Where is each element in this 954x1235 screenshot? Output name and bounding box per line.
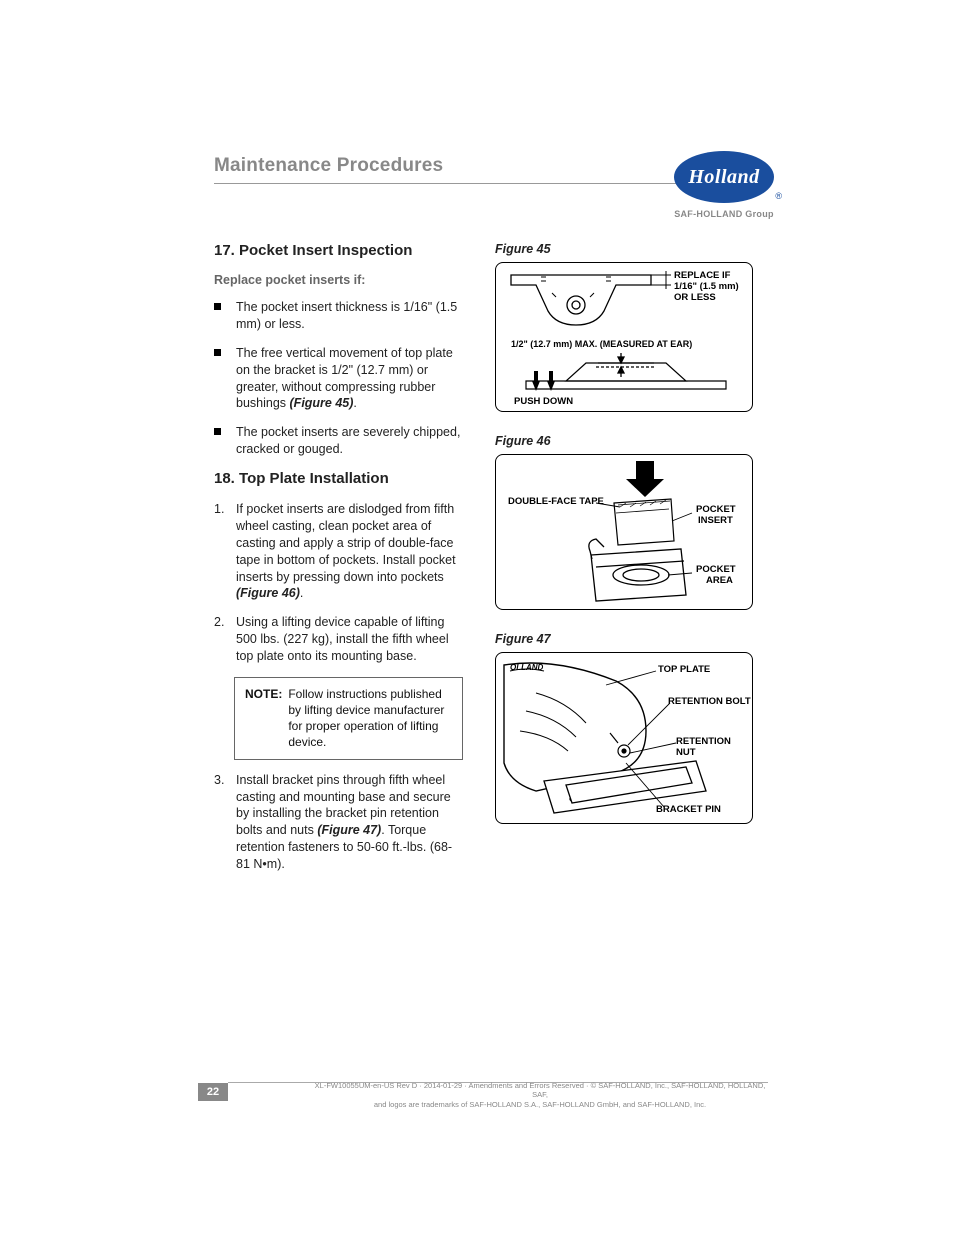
figure-45: REPLACE IF 1/16" (1.5 mm) OR LESS 1/2" (… bbox=[495, 262, 753, 412]
note-label: NOTE: bbox=[245, 686, 282, 751]
bullet-list: The pocket insert thickness is 1/16" (1.… bbox=[214, 299, 463, 458]
fig47-retnut: RETENTION NUT bbox=[676, 737, 752, 759]
page-number: 22 bbox=[198, 1083, 228, 1101]
footer-text: XL-FW10055UM-en-US Rev D · 2014-01-29 · … bbox=[310, 1081, 770, 1109]
step-item: Install bracket pins through fifth wheel… bbox=[214, 772, 463, 873]
left-column: 17. Pocket Insert Inspection Replace poc… bbox=[214, 242, 463, 885]
numbered-list-cont: Install bracket pins through fifth wheel… bbox=[214, 772, 463, 873]
body-columns: 17. Pocket Insert Inspection Replace poc… bbox=[214, 242, 769, 885]
fig47-topplate: TOP PLATE bbox=[658, 665, 710, 676]
fig46-tape: DOUBLE-FACE TAPE bbox=[508, 497, 604, 508]
logo-oval: Holland ® bbox=[674, 151, 774, 203]
fig47-brand: OLLAND bbox=[510, 663, 543, 672]
fig47-bracketpin: BRACKET PIN bbox=[656, 805, 721, 816]
section-17-title: 17. Pocket Insert Inspection bbox=[214, 242, 463, 259]
note-text: Follow instructions published by lifting… bbox=[288, 686, 452, 751]
header-title: Maintenance Procedures bbox=[214, 155, 443, 177]
registered-icon: ® bbox=[775, 191, 782, 201]
page-content: Maintenance Procedures Holland ® SAF-HOL… bbox=[214, 155, 769, 885]
fig46-insert-2: INSERT bbox=[698, 516, 733, 527]
fig46-area-2: AREA bbox=[706, 576, 733, 587]
logo-text: Holland bbox=[688, 166, 759, 189]
brand-logo: Holland ® SAF-HOLLAND Group bbox=[659, 151, 789, 219]
section-18-title: 18. Top Plate Installation bbox=[214, 470, 463, 487]
fig45-replace-3: OR LESS bbox=[674, 293, 716, 304]
fig45-push: PUSH DOWN bbox=[514, 397, 573, 408]
figure-46-label: Figure 46 bbox=[495, 434, 755, 448]
figure-46: DOUBLE-FACE TAPE POCKET INSERT POCKET AR… bbox=[495, 454, 753, 610]
bullet-item: The pocket inserts are severely chipped,… bbox=[214, 424, 463, 458]
step-item: Using a lifting device capable of liftin… bbox=[214, 614, 463, 665]
logo-subtitle: SAF-HOLLAND Group bbox=[659, 209, 789, 219]
step-item: If pocket inserts are dislodged from fif… bbox=[214, 501, 463, 602]
fig45-measure: 1/2" (12.7 mm) MAX. (MEASURED AT EAR) bbox=[511, 339, 692, 349]
figure-47: OLLAND TOP PLATE RETENTION BOLT RETENTIO… bbox=[495, 652, 753, 824]
fig47-retbolt: RETENTION BOLT bbox=[668, 697, 751, 708]
bullet-item: The free vertical movement of top plate … bbox=[214, 345, 463, 413]
right-column: Figure 45 bbox=[495, 242, 755, 885]
numbered-list: If pocket inserts are dislodged from fif… bbox=[214, 501, 463, 665]
intro-text: Replace pocket inserts if: bbox=[214, 273, 463, 287]
figure-47-label: Figure 47 bbox=[495, 632, 755, 646]
note-box: NOTE: Follow instructions published by l… bbox=[234, 677, 463, 760]
bullet-item: The pocket insert thickness is 1/16" (1.… bbox=[214, 299, 463, 333]
figure-45-label: Figure 45 bbox=[495, 242, 755, 256]
